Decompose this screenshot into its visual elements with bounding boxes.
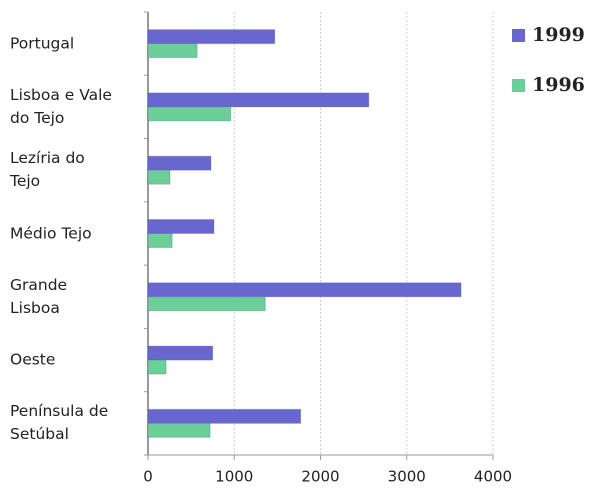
legend-swatch [512,29,525,42]
bar [147,359,167,375]
bar [147,282,462,298]
legend-label: 1996 [532,74,585,96]
bar [147,155,212,171]
y-tick-label: Grande Lisboa [10,275,68,317]
x-tick-label: 0 [143,468,153,486]
y-tick-label: Lezíria do Tejo [10,149,85,191]
bar [147,296,266,312]
bar [147,345,214,361]
bar [147,29,276,45]
bar [147,169,171,185]
legend-swatch [512,79,525,92]
bar [147,233,173,248]
bar [147,92,370,108]
bar [147,219,215,234]
bar [147,408,302,424]
x-tick-label: 3000 [388,468,426,486]
bar [147,43,198,59]
y-tick-label: Portugal [10,34,75,53]
bar [147,422,211,438]
y-tick-label: Oeste [10,350,56,369]
x-tick-label: 2000 [301,468,339,486]
bar [147,106,232,122]
y-tick-label: Lisboa e Vale do Tejo [10,85,112,127]
legend-label: 1999 [532,24,585,46]
y-tick-label: Médio Tejo [10,224,92,242]
x-tick-label: 1000 [215,468,253,486]
y-tick-label: Península de Setúbal [10,402,109,444]
x-tick-label: 4000 [474,468,512,486]
